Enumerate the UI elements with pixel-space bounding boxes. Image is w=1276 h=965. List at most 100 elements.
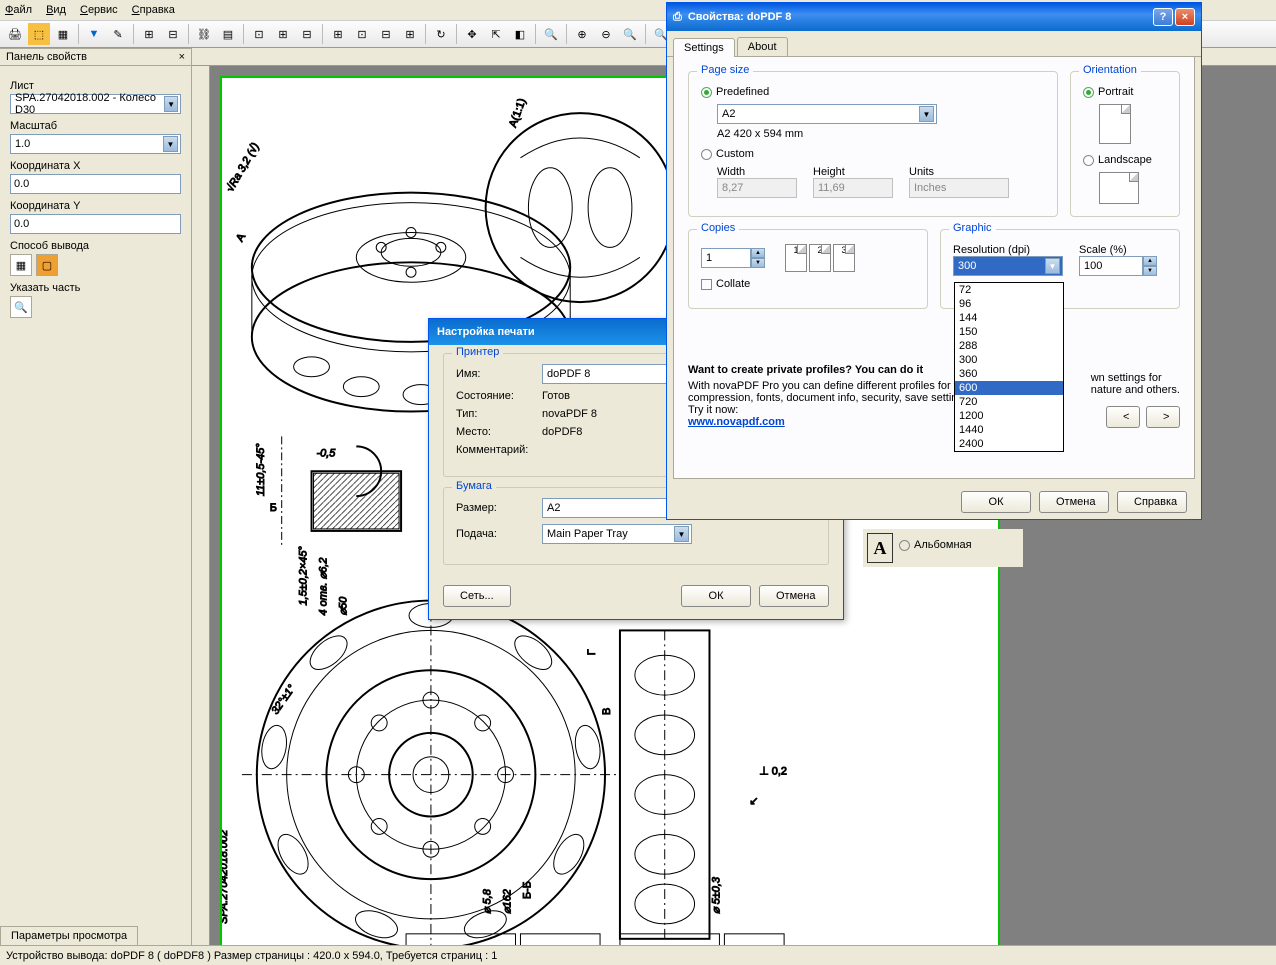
sheet-label: Лист [10, 80, 181, 92]
help-button[interactable]: Справка [1117, 491, 1187, 513]
cancel-button[interactable]: Отмена [1039, 491, 1109, 513]
menu-service[interactable]: Сервис [80, 4, 118, 16]
landscape-icon [1099, 172, 1139, 204]
tab-settings[interactable]: Settings [673, 38, 735, 57]
output-label: Способ вывода [10, 240, 181, 252]
dpi-option[interactable]: 720 [955, 395, 1063, 409]
dpi-option[interactable]: 1200 [955, 409, 1063, 423]
network-button[interactable]: Сеть... [443, 585, 511, 607]
units-label: Units [909, 166, 1009, 178]
next-button[interactable]: > [1146, 406, 1180, 428]
scale-input[interactable]: ▲▼ [1079, 256, 1157, 276]
layout-icon[interactable]: ⊞ [399, 23, 421, 45]
ok-button[interactable]: ОК [681, 585, 751, 607]
height-label: Height [813, 166, 893, 178]
prev-button[interactable]: < [1106, 406, 1140, 428]
menu-file[interactable]: Файл [5, 4, 32, 16]
predefined-radio[interactable]: Predefined [701, 86, 1045, 98]
grid-icon[interactable]: ⊞ [138, 23, 160, 45]
landscape-radio[interactable]: Landscape [1083, 154, 1167, 166]
svg-text:SPA.27042018.002: SPA.27042018.002 [222, 830, 230, 924]
dpi-option[interactable]: 300 [955, 353, 1063, 367]
doc-icon[interactable]: ▤ [217, 23, 239, 45]
dpi-option[interactable]: 360 [955, 367, 1063, 381]
resolution-dropdown[interactable]: 7296144150288300360600720120014402400 [954, 282, 1064, 452]
filter-icon[interactable]: ▼ [83, 23, 105, 45]
help-icon[interactable]: ? [1153, 8, 1173, 26]
comment-label: Комментарий: [456, 444, 534, 456]
dpi-option[interactable]: 144 [955, 311, 1063, 325]
ok-button[interactable]: ОК [961, 491, 1031, 513]
output-mode-icon[interactable]: ▢ [36, 254, 58, 276]
place-label: Место: [456, 426, 534, 438]
type-label: Тип: [456, 408, 534, 420]
custom-radio[interactable]: Custom [701, 148, 1045, 160]
printer-legend: Принтер [452, 346, 503, 358]
menu-view[interactable]: Вид [46, 4, 66, 16]
link-icon[interactable]: ⛓ [193, 23, 215, 45]
svg-text:В: В [601, 708, 613, 715]
zoom-in-icon[interactable]: ⊕ [571, 23, 593, 45]
state-value: Готов [542, 390, 570, 402]
grid-icon[interactable]: ⊟ [162, 23, 184, 45]
width-label: Width [717, 166, 797, 178]
move-icon[interactable]: ◧ [509, 23, 531, 45]
width-input: 8,27 [717, 178, 797, 198]
showpart-label: Указать часть [10, 282, 181, 294]
dpi-option[interactable]: 600 [955, 381, 1063, 395]
tool-icon[interactable]: ▦ [52, 23, 74, 45]
landscape-radio[interactable]: Альбомная [899, 539, 972, 551]
layout-icon[interactable]: ⊡ [248, 23, 270, 45]
rotate-icon[interactable]: ↻ [430, 23, 452, 45]
units-select: Inches [909, 178, 1009, 198]
showpart-icon[interactable]: 🔍 [10, 296, 32, 318]
feed-select[interactable]: Main Paper Tray▼ [542, 524, 692, 544]
layout-icon[interactable]: ⊟ [375, 23, 397, 45]
preset-select[interactable]: A2▼ [717, 104, 937, 124]
size-label: Размер: [456, 502, 534, 514]
coordx-input[interactable] [10, 174, 181, 194]
dopdf-properties-dialog: ⎙ Свойства: doPDF 8 ? × Settings About Pa… [666, 2, 1202, 520]
scale-select[interactable]: 1.0▼ [10, 134, 181, 154]
promo-link[interactable]: www.novapdf.com [688, 416, 785, 428]
dpi-option[interactable]: 96 [955, 297, 1063, 311]
layout-icon[interactable]: ⊟ [296, 23, 318, 45]
dpi-option[interactable]: 2400 [955, 437, 1063, 451]
dpi-option[interactable]: 288 [955, 339, 1063, 353]
move-icon[interactable]: ✥ [461, 23, 483, 45]
print-icon[interactable]: 🖨 [4, 23, 26, 45]
dialog-title: Свойства: doPDF 8 [688, 11, 792, 23]
portrait-radio[interactable]: Portrait [1083, 86, 1167, 98]
menu-help[interactable]: Справка [132, 4, 175, 16]
layout-icon[interactable]: ⊞ [272, 23, 294, 45]
collate-checkbox[interactable]: Collate [701, 278, 915, 290]
dpi-option[interactable]: 72 [955, 283, 1063, 297]
status-bar: Устройство вывода: doPDF 8 ( doPDF8 ) Ра… [0, 945, 1276, 965]
move-icon[interactable]: ⇱ [485, 23, 507, 45]
zoom-fit-icon[interactable]: 🔍 [619, 23, 641, 45]
close-icon[interactable]: × [179, 51, 185, 63]
tab-view-params[interactable]: Параметры просмотра [0, 926, 138, 945]
pagesize-legend: Page size [697, 64, 753, 76]
copies-input[interactable]: ▲▼ [701, 248, 765, 268]
app-icon: ⎙ [673, 11, 682, 24]
wand-icon[interactable]: ✎ [107, 23, 129, 45]
output-mode-icon[interactable]: ▦ [10, 254, 32, 276]
svg-text:√Ra 3,2 (√): √Ra 3,2 (√) [224, 141, 262, 194]
dpi-option[interactable]: 1440 [955, 423, 1063, 437]
layout-icon[interactable]: ⊞ [327, 23, 349, 45]
orientation-legend: Orientation [1079, 64, 1141, 76]
zoom-out-icon[interactable]: ⊖ [595, 23, 617, 45]
cancel-button[interactable]: Отмена [759, 585, 829, 607]
properties-panel: Панель свойств× Лист SPA.27042018.002 - … [0, 48, 192, 945]
zoom-icon[interactable]: 🔍 [540, 23, 562, 45]
coordy-input[interactable] [10, 214, 181, 234]
svg-text:-0,5: -0,5 [317, 447, 337, 459]
tool-icon[interactable]: ⬚ [28, 23, 50, 45]
dpi-option[interactable]: 150 [955, 325, 1063, 339]
tab-about[interactable]: About [737, 37, 788, 56]
layout-icon[interactable]: ⊡ [351, 23, 373, 45]
close-icon[interactable]: × [1175, 8, 1195, 26]
resolution-select[interactable]: 300▼ [953, 256, 1063, 276]
sheet-select[interactable]: SPA.27042018.002 - Колесо D30▼ [10, 94, 181, 114]
